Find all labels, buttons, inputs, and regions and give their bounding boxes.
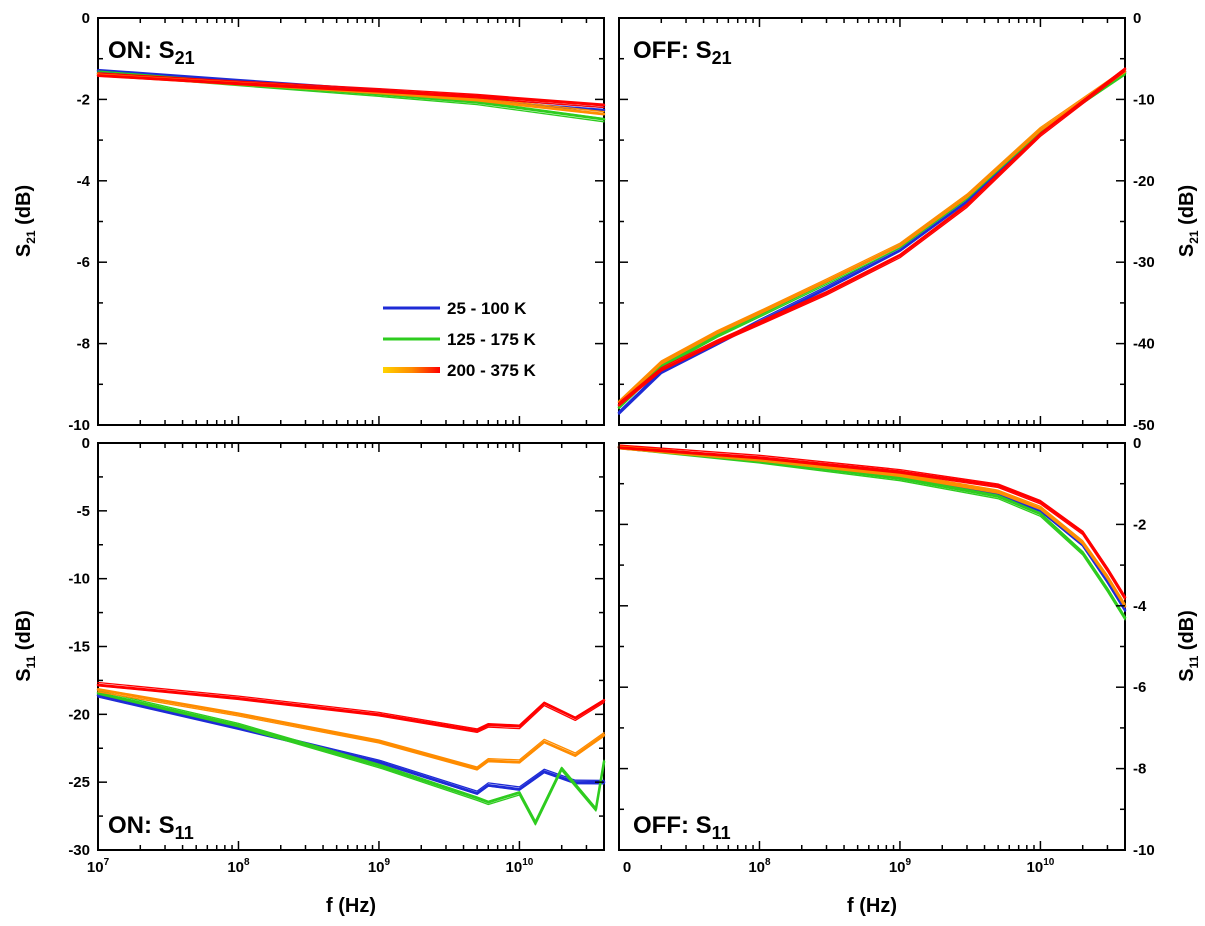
y-tick-label: -6 [77, 254, 90, 271]
trace-bottom-left-2-1 [96, 688, 606, 770]
panel-label-on-s11: ON: S11 [108, 812, 194, 843]
y-tick-label: -4 [77, 173, 91, 190]
trace-top-right-3-2 [618, 67, 1126, 404]
y-tick-label: -5 [77, 503, 90, 520]
trace-bottom-left-3-1 [96, 683, 606, 732]
x-tick-label: 108 [227, 857, 250, 876]
x-axis-title-left: f (Hz) [326, 895, 376, 917]
y-tick-label: -20 [1133, 173, 1155, 190]
trace-bottom-right-1-0 [618, 447, 1126, 621]
data-traces [96, 67, 1127, 826]
y-tick-label: 0 [1133, 10, 1141, 27]
legend-swatch-200-375k [383, 367, 440, 373]
x-tick-label: 107 [87, 857, 110, 876]
y-tick-label: 0 [82, 10, 90, 27]
x-tick-label: 0 [623, 859, 631, 876]
y-tick-label: -20 [68, 706, 90, 723]
y-tick-label: -2 [1133, 516, 1146, 533]
y-tick-label: -25 [68, 774, 90, 791]
panel-label-off-s11: OFF: S11 [633, 812, 731, 843]
legend-label-125-175k: 125 - 175 K [447, 330, 537, 349]
panel-label-off-s21: OFF: S21 [633, 37, 732, 68]
x-tick-label: 108 [748, 857, 771, 876]
tick-labels: 0-2-4-6-8-100-10-20-30-40-500-5-10-15-20… [68, 10, 1154, 876]
y-tick-label: 0 [1133, 435, 1141, 452]
trace-bottom-left-3-2 [97, 681, 605, 730]
trace-bottom-left-1-1 [96, 691, 606, 824]
trace-top-right-2-1 [617, 69, 1127, 404]
legend: 25 - 100 K 125 - 175 K 200 - 375 K [383, 299, 537, 380]
x-tick-label: 1010 [506, 857, 534, 876]
y-tick-label: -6 [1133, 679, 1146, 696]
y-tick-label: -30 [1133, 254, 1155, 271]
y-tick-label: -8 [77, 336, 90, 353]
y-tick-label: -40 [1133, 336, 1155, 353]
panel-label-on-s21: ON: S21 [108, 37, 195, 68]
x-tick-label: 1010 [1027, 857, 1055, 876]
trace-top-right-3-1 [617, 67, 1127, 407]
trace-bottom-right-3-2 [618, 444, 1126, 598]
y-tick-label: -15 [68, 639, 90, 656]
trace-top-left-3-2 [97, 72, 605, 105]
y-axis-title-bottom-right: S11 (dB) [1176, 610, 1201, 682]
y-tick-label: -4 [1133, 598, 1147, 615]
y-tick-label: -10 [68, 417, 90, 434]
y-axis-title-top-right: S21 (dB) [1176, 185, 1201, 257]
y-tick-label: -10 [1133, 842, 1155, 859]
y-tick-label: -30 [68, 842, 90, 859]
x-axis-title-right: f (Hz) [847, 895, 897, 917]
trace-top-right-2-2 [618, 68, 1126, 402]
legend-label-200-375k: 200 - 375 K [447, 361, 537, 380]
panel-frame-top-right [618, 17, 1126, 426]
trace-bottom-left-2-2 [97, 688, 605, 768]
y-tick-label: 0 [82, 435, 90, 452]
legend-label-25-100k: 25 - 100 K [447, 299, 527, 318]
y-tick-label: -2 [77, 91, 90, 108]
y-axis-title-bottom-left: S11 (dB) [13, 610, 38, 682]
y-tick-label: -10 [68, 571, 90, 588]
x-tick-label: 109 [889, 857, 912, 876]
panel-frame-bottom-right [618, 442, 1126, 851]
trace-bottom-left-1-2 [97, 690, 605, 823]
y-tick-label: -8 [1133, 761, 1146, 778]
y-tick-label: -50 [1133, 417, 1155, 434]
panel-frame-bottom-left [97, 442, 605, 851]
x-tick-label: 109 [368, 857, 391, 876]
y-axis-title-top-left: S21 (dB) [13, 185, 38, 257]
axis-ticks [97, 17, 1126, 851]
y-tick-label: -10 [1133, 91, 1155, 108]
trace-top-left-3-1 [96, 74, 606, 107]
